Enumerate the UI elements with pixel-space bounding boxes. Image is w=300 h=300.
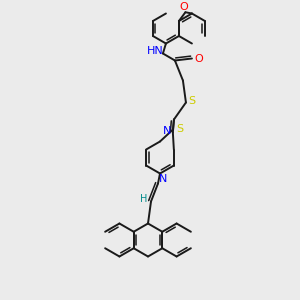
Text: S: S [176, 124, 184, 134]
Text: O: O [195, 53, 203, 64]
Text: S: S [188, 95, 196, 106]
Text: N: N [163, 127, 171, 136]
Text: N: N [159, 175, 167, 184]
Text: HN: HN [147, 46, 163, 56]
Text: H: H [140, 194, 148, 205]
Text: O: O [179, 2, 188, 12]
